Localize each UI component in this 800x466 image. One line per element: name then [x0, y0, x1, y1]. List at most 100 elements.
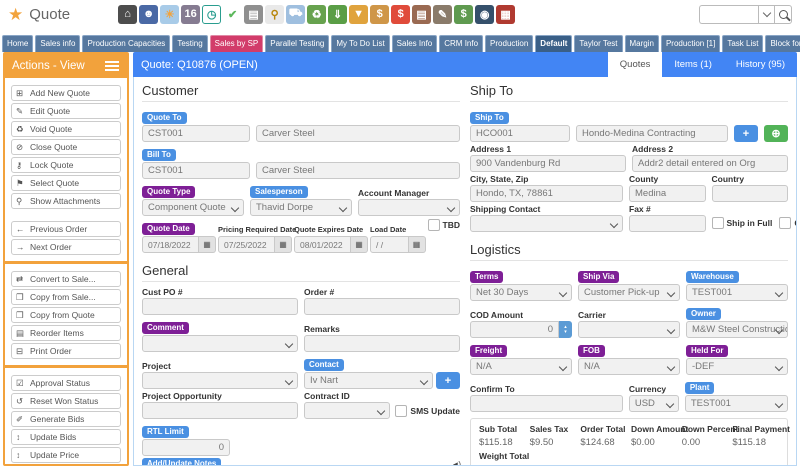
contract-id-select[interactable]	[304, 402, 391, 419]
ship-in-full-checkbox[interactable]	[711, 217, 724, 229]
owner-select[interactable]: M&W Steel Construction,	[686, 321, 788, 338]
clock-icon[interactable]: ◷	[202, 4, 222, 24]
city-state-zip-field[interactable]: Hondo, TX, 78861	[470, 185, 623, 202]
project-opportunity-field[interactable]	[142, 402, 298, 419]
contact-select[interactable]: Iv Nart	[304, 372, 433, 389]
sidebar-item-print-order[interactable]: ⊟ Print Order	[11, 343, 121, 359]
quote-tab-quotes[interactable]: Quotes	[607, 52, 663, 77]
nav-tab-default[interactable]: Default	[535, 35, 573, 52]
sidebar-item-convert-to-sale[interactable]: ⇄ Convert to Sale...	[11, 271, 121, 287]
quote-expires-date-field[interactable]: 08/01/2022	[294, 236, 351, 253]
calendar-icon[interactable]: ▦	[199, 236, 216, 253]
pen-icon[interactable]: ✎	[433, 4, 453, 24]
address1-field[interactable]: 900 Vandenburg Rd	[470, 155, 626, 172]
pricing-required-date-field[interactable]: 07/25/2022	[218, 236, 275, 253]
bank-icon[interactable]: ⌂	[118, 4, 138, 24]
add-contact-button[interactable]: +	[436, 372, 460, 389]
search-input[interactable]	[699, 4, 758, 24]
hand-coins-icon[interactable]: $	[370, 4, 390, 24]
sidebar-item-copy-from-quote[interactable]: ❐ Copy from Quote	[11, 307, 121, 323]
quote-tab-items-1[interactable]: Items (1)	[674, 59, 712, 70]
sidebar-item-approval-status[interactable]: ☑ Approval Status	[11, 375, 121, 391]
sidebar-item-close-quote[interactable]: ⊘ Close Quote	[11, 139, 121, 155]
nav-tab-block-for-testing[interactable]: Block for Testing	[765, 35, 800, 52]
tbd-checkbox[interactable]	[427, 219, 440, 231]
bill-to-name-field[interactable]: Carver Steel	[256, 162, 460, 179]
freight-select[interactable]: N/A	[470, 358, 572, 375]
order-no-field[interactable]	[304, 298, 460, 315]
search-button[interactable]	[775, 4, 792, 24]
search-doc-icon[interactable]: ⚲	[265, 4, 285, 24]
rtl-limit-field[interactable]: 0	[142, 439, 230, 456]
money-chat-icon[interactable]: $	[391, 4, 411, 24]
salesperson-select[interactable]: Thavid Dorpe	[250, 199, 352, 216]
nav-tab-production[interactable]: Production	[485, 35, 534, 52]
search-scope-dropdown[interactable]	[758, 4, 775, 24]
ship-to-name-field[interactable]: Hondo-Medina Contracting	[576, 125, 728, 142]
sidebar-item-reorder-items[interactable]: ▤ Reorder Items	[11, 325, 121, 341]
add-ship-to-button[interactable]: +	[734, 125, 758, 142]
country-field[interactable]	[711, 185, 788, 202]
nav-tab-parallel-testing[interactable]: Parallel Testing	[265, 35, 330, 52]
globe-book-icon[interactable]: ◉	[475, 4, 495, 24]
quote-to-name-field[interactable]: Carver Steel	[256, 125, 460, 142]
nav-tab-home[interactable]: Home	[2, 35, 34, 52]
sidebar-item-update-price[interactable]: ↕ Update Price	[11, 447, 121, 463]
terms-select[interactable]: Net 30 Days	[470, 284, 572, 301]
favorite-star-icon[interactable]: ★	[8, 4, 24, 24]
sidebar-item-generate-bids[interactable]: ✐ Generate Bids	[11, 411, 121, 427]
nav-tab-testing[interactable]: Testing	[172, 35, 208, 52]
county-field[interactable]: Medina	[629, 185, 706, 202]
folder-download-icon[interactable]: ▼	[349, 4, 369, 24]
user-icon[interactable]: ☻	[139, 4, 159, 24]
cpu-checkbox[interactable]	[779, 217, 792, 229]
cod-amount-field[interactable]: 0	[470, 321, 559, 338]
sidebar-item-add-new-quote[interactable]: ⊞ Add New Quote	[11, 85, 121, 101]
check-icon[interactable]: ✔	[223, 4, 243, 24]
quote-tab-history-95[interactable]: History (95)	[735, 59, 785, 70]
quote-type-select[interactable]: Component Quote	[142, 199, 244, 216]
hamburger-icon[interactable]	[105, 65, 119, 67]
bill-to-code-field[interactable]: CST001	[142, 162, 250, 179]
warehouse-select[interactable]: TEST001	[686, 284, 788, 301]
nav-tab-task-list[interactable]: Task List	[722, 35, 764, 52]
calendar-icon[interactable]: ▦	[275, 236, 292, 253]
calendar-icon[interactable]: 16	[181, 4, 201, 24]
calendar-icon[interactable]: ▦	[351, 236, 368, 253]
project-select[interactable]	[142, 372, 298, 389]
nav-tab-production-1[interactable]: Production [1]	[660, 35, 721, 52]
fax-field[interactable]	[629, 215, 706, 232]
address2-field[interactable]: Addr2 detail entered on Org	[632, 155, 788, 172]
sidebar-item-previous-order[interactable]: ← Previous Order	[11, 221, 121, 237]
calendar-icon[interactable]: ▦	[408, 236, 426, 253]
sidebar-item-update-bids[interactable]: ↕ Update Bids	[11, 429, 121, 445]
sidebar-item-void-quote[interactable]: ♻ Void Quote	[11, 121, 121, 137]
plant-select[interactable]: TEST001	[684, 395, 788, 412]
nav-tab-production-capacities[interactable]: Production Capacities	[82, 35, 171, 52]
building-icon[interactable]: ▦	[496, 4, 516, 24]
quote-to-code-field[interactable]: CST001	[142, 125, 250, 142]
quote-date-field[interactable]: 07/18/2022	[142, 236, 199, 253]
fob-select[interactable]: N/A	[578, 358, 680, 375]
truck-icon[interactable]: ⛟	[286, 4, 306, 24]
map-globe-button[interactable]: ⊕	[764, 125, 788, 142]
nav-tab-sales-by-sp[interactable]: Sales by SP	[209, 35, 264, 52]
photo-icon[interactable]: ☀	[160, 4, 180, 24]
sidebar-item-select-quote[interactable]: ⚑ Select Quote	[11, 175, 121, 191]
nav-tab-sales-info[interactable]: Sales info	[35, 35, 81, 52]
cust-po-field[interactable]	[142, 298, 298, 315]
remarks-field[interactable]	[304, 335, 460, 352]
confirm-to-field[interactable]	[470, 395, 623, 412]
account-manager-select[interactable]	[358, 199, 460, 216]
sidebar-item-next-order[interactable]: → Next Order	[11, 239, 121, 255]
cash-icon[interactable]: $	[454, 4, 474, 24]
clipboard-icon[interactable]: ▤	[412, 4, 432, 24]
number-stepper[interactable]: ▴ ▾	[559, 321, 572, 338]
sidebar-item-edit-quote[interactable]: ✎ Edit Quote	[11, 103, 121, 119]
ship-via-select[interactable]: Customer Pick-up	[578, 284, 680, 301]
sidebar-item-reset-won-status[interactable]: ↺ Reset Won Status	[11, 393, 121, 409]
held-for-select[interactable]: -DEF	[686, 358, 788, 375]
sidebar-item-lock-quote[interactable]: ⚷ Lock Quote	[11, 157, 121, 173]
inbox-down-icon[interactable]: ⇓	[328, 4, 348, 24]
load-date-field[interactable]: / /	[370, 236, 409, 253]
